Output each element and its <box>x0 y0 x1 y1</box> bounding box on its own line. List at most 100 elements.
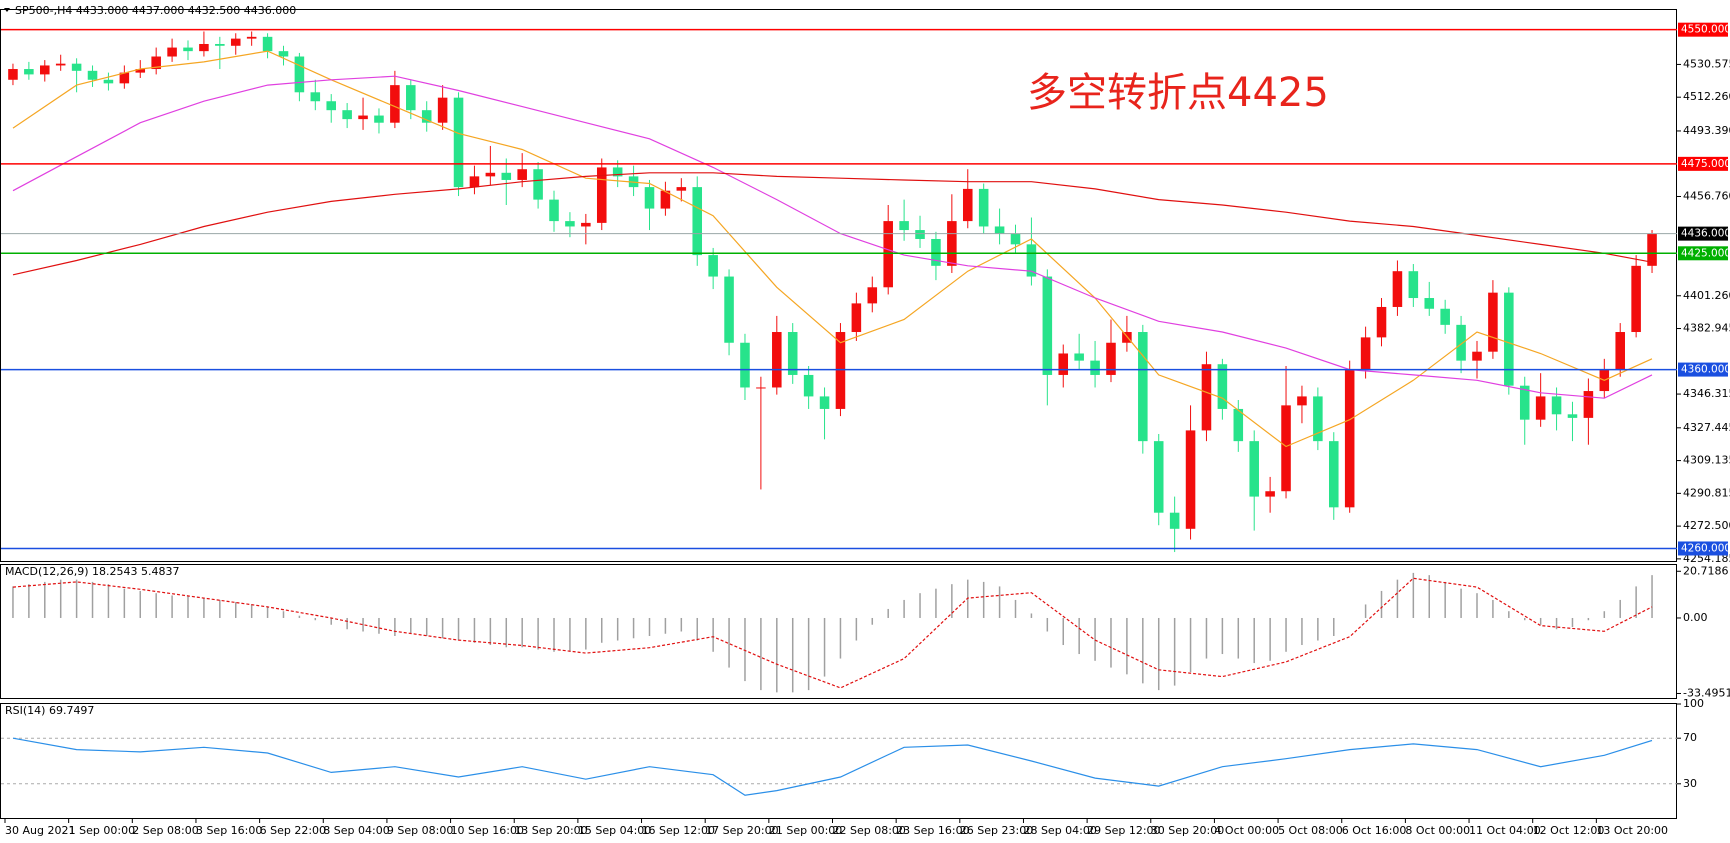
annotation: 多空转折点4425 <box>1027 70 1329 116</box>
candle-body <box>676 187 687 191</box>
candle-body <box>421 110 432 123</box>
candle-body <box>278 51 289 57</box>
candle-body <box>1153 441 1164 513</box>
candle-body <box>724 276 734 343</box>
candle-body <box>692 187 703 256</box>
level-label-bg <box>1678 541 1728 556</box>
candle-body <box>1138 332 1148 442</box>
candle-body <box>374 115 384 123</box>
x-tick-label: 13 Sep 20:00 <box>514 824 587 837</box>
y-tick-label: 20.7186 <box>1683 564 1729 577</box>
x-tick-label: 8 Oct 00:00 <box>1405 824 1470 837</box>
candle-body <box>581 222 591 227</box>
candle-body <box>294 56 305 93</box>
level-label: 4475.000 <box>1681 158 1730 170</box>
candle-body <box>1169 512 1180 529</box>
candle-body <box>1042 276 1053 375</box>
candle-body <box>1424 298 1435 309</box>
candle-body <box>1233 408 1244 442</box>
macd-label: MACD(12,26,9) 18.2543 5.4837 <box>5 565 180 578</box>
candle-body <box>708 255 718 277</box>
candle-body <box>406 85 416 111</box>
candle-body <box>469 176 480 188</box>
candle-body <box>756 387 766 389</box>
candle-body <box>931 238 941 266</box>
candle-body <box>87 70 98 80</box>
candle-body <box>1456 324 1466 361</box>
candle-body <box>772 332 782 388</box>
candle-body <box>803 374 814 397</box>
candle-body <box>342 110 352 120</box>
level-label-bg <box>1678 246 1728 261</box>
y-tick-label: 30 <box>1683 777 1697 790</box>
y-tick-label: 4456.760 <box>1683 189 1730 202</box>
moving-average <box>12 172 1653 276</box>
level-label: 4425.000 <box>1681 247 1730 259</box>
candle-body <box>660 190 671 209</box>
y-tick-label: 4382.945 <box>1683 322 1730 335</box>
x-tick-label: 8 Sep 04:00 <box>323 824 389 837</box>
candle-body <box>326 101 336 111</box>
candle-body <box>1440 308 1450 325</box>
x-tick-label: 12 Oct 12:00 <box>1533 824 1605 837</box>
level-label: 4260.000 <box>1681 542 1730 554</box>
candle-body <box>787 332 798 375</box>
candle-body <box>230 38 241 46</box>
x-tick-label: 29 Sep 12:00 <box>1087 824 1160 837</box>
candle-body <box>851 303 862 333</box>
candle-body <box>915 230 925 239</box>
candle-body <box>40 65 50 75</box>
y-tick-label: 4346.315 <box>1683 387 1730 400</box>
candle-body <box>612 167 623 177</box>
candle-body <box>533 169 543 200</box>
y-tick-label: 4309.135 <box>1683 454 1730 467</box>
candle-body <box>71 63 82 71</box>
candle-body <box>1567 414 1578 418</box>
candle-body <box>1313 396 1323 442</box>
x-tick-label: 13 Oct 20:00 <box>1596 824 1668 837</box>
candle-body <box>517 169 527 180</box>
candle-body <box>1488 292 1498 352</box>
x-tick-label: 4 Oct 00:00 <box>1214 824 1279 837</box>
candle-body <box>135 69 146 73</box>
y-tick-label: 4327.445 <box>1683 421 1730 434</box>
candle-body <box>167 47 177 57</box>
candle-body <box>1010 233 1021 245</box>
x-tick-label: 30 Sep 20:00 <box>1151 824 1224 837</box>
candle-body <box>119 72 130 84</box>
candle-body <box>1090 360 1100 375</box>
x-tick-label: 6 Sep 22:00 <box>260 824 326 837</box>
y-tick-label: -33.4951 <box>1683 686 1730 699</box>
candle-body <box>644 187 655 209</box>
candle-body <box>1408 271 1419 299</box>
x-tick-label: 16 Sep 12:00 <box>642 824 715 837</box>
x-tick-label: 6 Oct 16:00 <box>1342 824 1407 837</box>
candle-body <box>55 63 66 66</box>
candle-body <box>867 287 878 304</box>
macd-signal <box>12 577 1653 689</box>
x-tick-label: 23 Sep 16:00 <box>896 824 969 837</box>
x-tick-label: 30 Aug 2021 <box>5 824 75 837</box>
x-tick-label: 1 Sep 00:00 <box>69 824 135 837</box>
candle-body <box>103 79 114 84</box>
y-tick-label: 4530.575 <box>1683 57 1730 70</box>
level-label: 4550.000 <box>1681 24 1730 36</box>
candle-body <box>1376 306 1387 338</box>
candle-body <box>1504 292 1514 386</box>
candle-body <box>1249 441 1259 497</box>
candle-body <box>358 115 368 120</box>
candle-body <box>24 69 34 75</box>
macd-frame <box>0 564 1677 699</box>
candle-body <box>819 396 830 409</box>
rsi-frame <box>0 703 1677 819</box>
candle-body <box>1297 396 1307 406</box>
x-tick-label: 11 Oct 04:00 <box>1469 824 1541 837</box>
x-tick-label: 3 Sep 16:00 <box>196 824 262 837</box>
y-tick-label: 4272.500 <box>1683 519 1730 532</box>
candle-body <box>437 97 448 123</box>
level-label-bg <box>1678 22 1728 37</box>
candle-body <box>978 188 989 227</box>
x-tick-label: 21 Sep 00:00 <box>769 824 842 837</box>
y-tick-label: 0.00 <box>1683 611 1708 624</box>
